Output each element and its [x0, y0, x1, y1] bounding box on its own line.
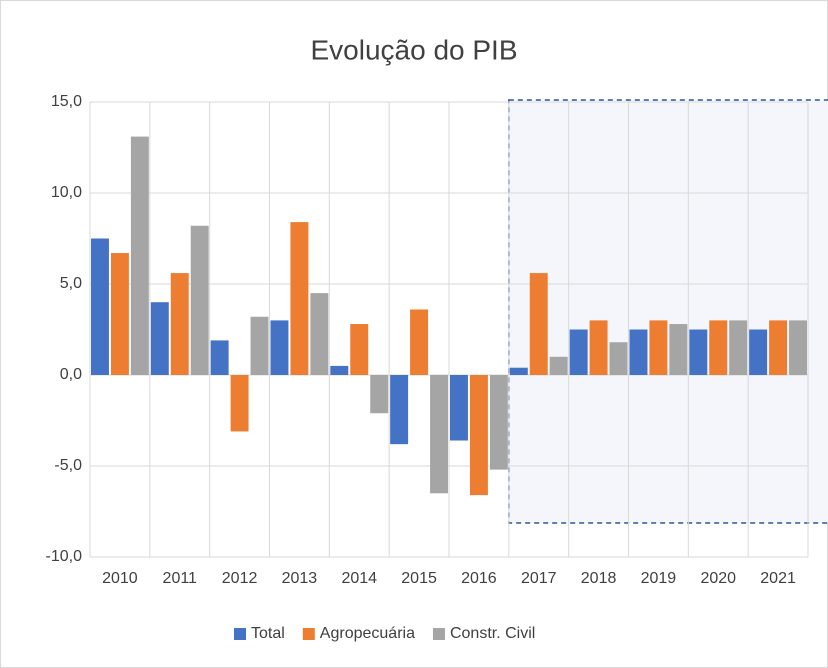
bar	[410, 309, 429, 375]
bar	[190, 225, 209, 375]
bar	[130, 136, 149, 375]
legend-label: Constr. Civil	[450, 625, 535, 642]
bar	[509, 367, 528, 375]
legend-swatch	[234, 628, 246, 640]
highlight-box	[508, 99, 828, 524]
y-tick-label: 15,0	[51, 93, 82, 110]
x-tick-label: 2013	[282, 570, 318, 587]
x-tick-label: 2012	[222, 570, 258, 587]
x-tick-label: 2011	[163, 570, 198, 587]
bar	[449, 375, 468, 441]
x-tick-label: 2021	[760, 570, 796, 587]
x-tick-label: 2019	[641, 570, 677, 587]
x-tick-label: 2018	[581, 570, 617, 587]
x-tick-label: 2014	[341, 570, 377, 587]
bar	[170, 273, 189, 375]
x-tick-label: 2015	[401, 570, 437, 587]
bar	[350, 324, 369, 375]
bar	[90, 238, 109, 375]
bar	[609, 342, 628, 375]
y-tick-label: -5,0	[54, 457, 82, 474]
bar	[390, 375, 409, 445]
bar	[669, 324, 688, 375]
bar	[549, 356, 568, 375]
bar	[310, 293, 329, 375]
x-tick-label: 2010	[102, 570, 138, 587]
bar	[110, 253, 129, 375]
bar	[469, 375, 488, 496]
x-tick-label: 2017	[521, 570, 557, 587]
x-tick-label: 2020	[700, 570, 736, 587]
bar	[230, 375, 249, 432]
legend-label: Agropecuária	[320, 625, 415, 642]
y-tick-label: 10,0	[51, 184, 82, 201]
bar	[649, 320, 668, 375]
bar	[290, 222, 309, 375]
y-tick-label: 0,0	[60, 366, 82, 383]
bar	[150, 302, 169, 375]
y-tick-label: -10,0	[46, 548, 83, 565]
bar	[250, 316, 269, 375]
bar	[689, 329, 708, 375]
legend-swatch	[302, 628, 315, 640]
chart-title: Evolução do PIB	[310, 34, 517, 65]
bar	[729, 320, 748, 375]
x-tick-label: 2016	[461, 570, 497, 587]
bar	[589, 320, 608, 375]
legend-swatch	[432, 628, 445, 640]
bar	[270, 320, 289, 375]
bar	[489, 375, 508, 470]
legend-label: Total	[251, 625, 285, 642]
bar	[789, 320, 808, 375]
bar	[330, 365, 349, 375]
bar	[749, 329, 768, 375]
bar	[370, 375, 389, 414]
bar	[210, 340, 229, 375]
bar	[430, 375, 449, 494]
bar	[529, 273, 548, 375]
bar	[769, 320, 788, 375]
bar	[629, 329, 648, 375]
bar	[709, 320, 728, 375]
y-tick-label: 5,0	[60, 275, 82, 292]
bar	[569, 329, 588, 375]
